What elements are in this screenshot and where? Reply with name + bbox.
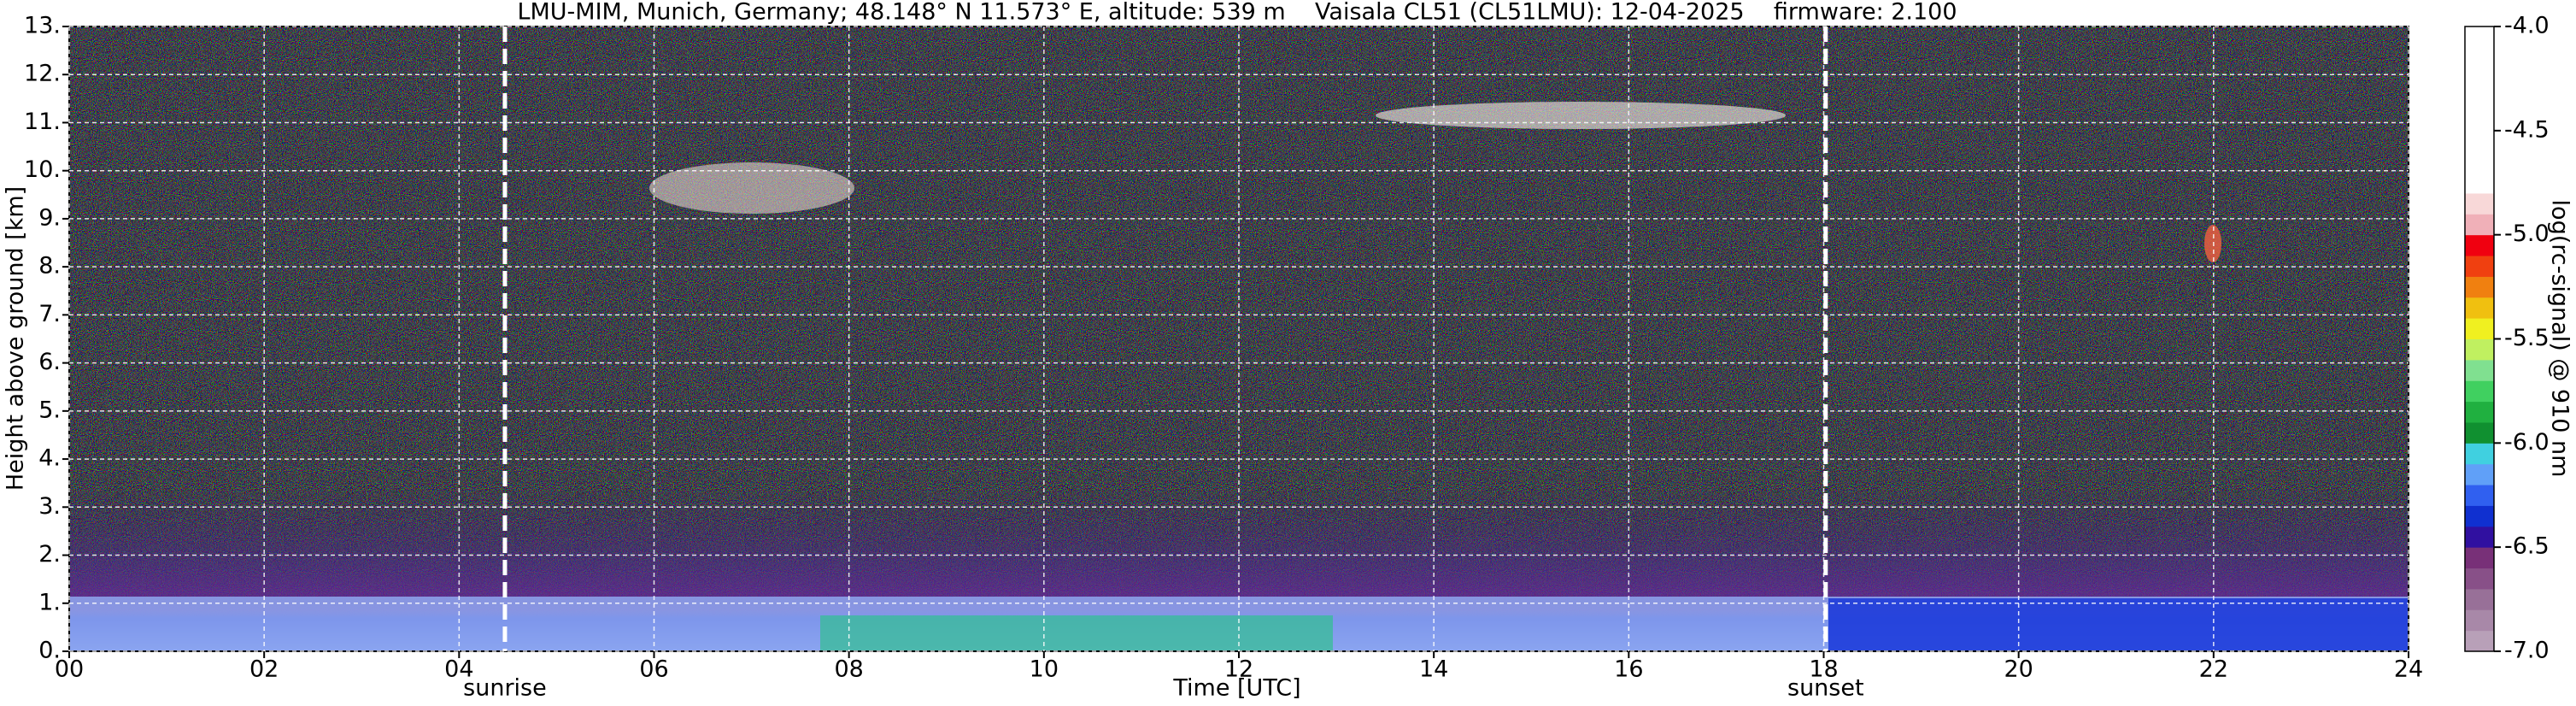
colorbar-tick-label: -5.5 [2504,325,2550,351]
y-tick-label: 13. [24,13,61,39]
y-tick-label: 6. [38,349,61,375]
colorbar-swatch [2465,547,2494,569]
chart-title: LMU-MIM, Munich, Germany; 48.148° N 11.5… [517,0,1957,26]
colorbar-swatch [2465,109,2494,132]
x-tick-label: 12 [1224,656,1253,683]
y-axis-label: Height above ground [km] [3,186,29,491]
x-tick-label: 00 [55,656,84,683]
colorbar-swatch [2465,172,2494,194]
y-tick-label: 5. [38,397,61,423]
y-tick-label: 3. [38,493,61,520]
colorbar-swatch [2465,68,2494,90]
annotation-label: sunset [1787,675,1864,702]
y-tick-label: 7. [38,301,61,327]
x-tick-label: 18 [1809,656,1838,683]
colorbar-swatch [2465,151,2494,174]
colorbar-swatch [2465,463,2494,485]
colorbar-swatch [2465,276,2494,298]
colorbar-swatch [2465,26,2494,48]
colorbar-swatch [2465,359,2494,381]
colorbar-tick-label: -7.0 [2504,638,2550,664]
colorbar-swatch [2465,297,2494,319]
colorbar-swatch [2465,526,2494,548]
colorbar-swatch [2465,47,2494,69]
y-tick-label: 11. [24,109,61,135]
y-tick-label: 10. [24,156,61,183]
y-tick-label: 12. [24,61,61,87]
x-tick-label: 20 [2004,656,2033,683]
y-tick-label: 1. [38,589,61,615]
colorbar-swatch [2465,256,2494,277]
x-tick-label: 16 [1614,656,1643,683]
colorbar-swatch [2465,214,2494,236]
colorbar-swatch [2465,505,2494,527]
x-tick-label: 02 [249,656,279,683]
x-tick-label: 22 [2199,656,2228,683]
colorbar-swatch [2465,318,2494,339]
colorbar-swatch [2465,130,2494,152]
colorbar-swatch [2465,588,2494,610]
colorbar-swatch [2465,338,2494,361]
colorbar-tick-label: -4.5 [2504,116,2550,143]
x-tick-label: 10 [1030,656,1059,683]
x-tick-label: 24 [2394,656,2423,683]
colorbar-tick-label: -5.0 [2504,221,2550,247]
colorbar-tick-label: -4.0 [2504,13,2550,39]
colorbar-tick-label: -6.5 [2504,533,2550,560]
y-tick-label: 2. [38,541,61,568]
annotation-label: sunrise [463,675,547,702]
colorbar-swatch [2465,485,2494,506]
colorbar-swatch [2465,443,2494,465]
colorbar-swatch [2465,421,2494,444]
colorbar-swatch [2465,609,2494,632]
y-tick-label: 0. [38,638,61,664]
colorbar-swatch [2465,234,2494,256]
x-axis-label: Time [UTC] [1172,675,1300,702]
colorbar-swatch [2465,401,2494,423]
y-tick-label: 8. [38,253,61,279]
x-tick-label: 14 [1419,656,1448,683]
colorbar-swatch [2465,192,2494,215]
colorbar-tick-label: -6.0 [2504,429,2550,456]
colorbar-swatch [2465,630,2494,652]
x-tick-label: 08 [834,656,863,683]
x-tick-label: 06 [639,656,668,683]
colorbar-swatch [2465,568,2494,590]
y-tick-label: 9. [38,204,61,231]
colorbar-swatch [2465,89,2494,110]
colorbar-label: log(rc-signal) @ 910 nm [2547,200,2573,478]
x-tick-label: 04 [444,656,473,683]
y-tick-label: 4. [38,445,61,472]
colorbar-swatch [2465,380,2494,403]
